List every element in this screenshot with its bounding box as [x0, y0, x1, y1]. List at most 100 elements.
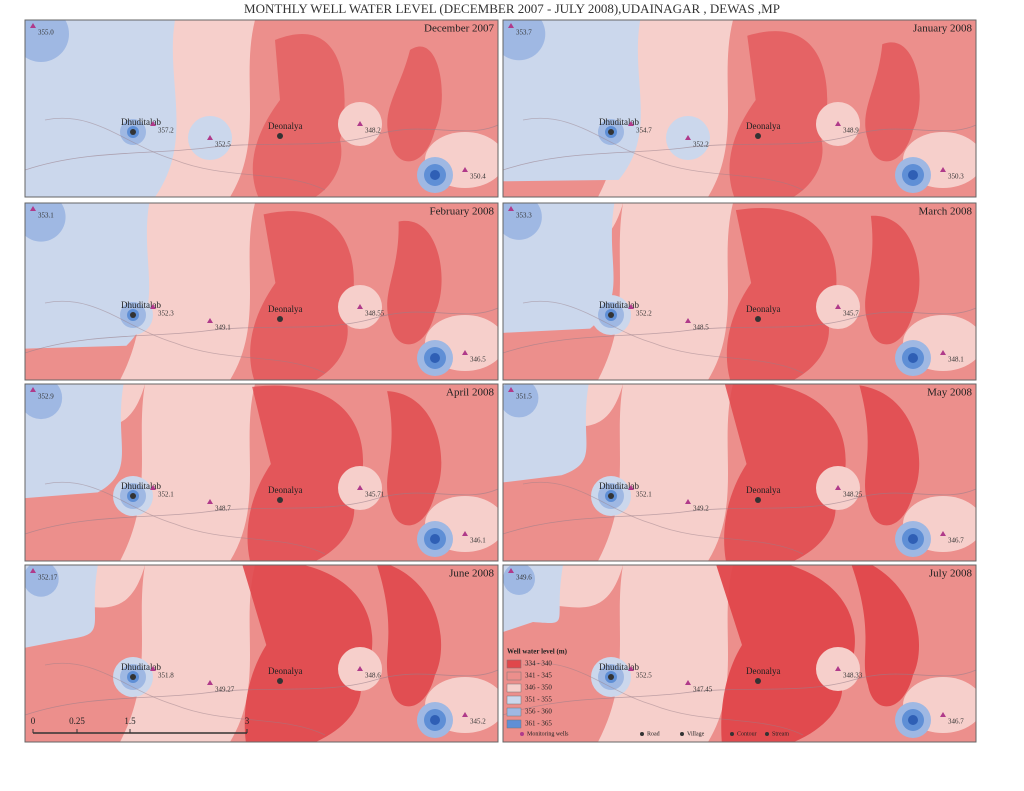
scale-label: 3 — [245, 716, 250, 726]
red-zone — [250, 211, 354, 380]
well-value: 347.45 — [693, 686, 713, 694]
blue-zone — [503, 384, 539, 418]
stream — [44, 662, 326, 736]
well-value: 345.71 — [365, 491, 385, 499]
legend-symbol-label: Village — [687, 731, 705, 737]
well-value: 346.1 — [470, 537, 486, 545]
monitoring-well — [940, 167, 946, 172]
village-label: Deonalya — [746, 121, 780, 131]
village — [277, 316, 283, 322]
monitoring-well — [835, 666, 841, 671]
stream — [25, 669, 498, 716]
well-value: 348.5 — [693, 324, 709, 332]
monitoring-well — [508, 23, 514, 28]
monitoring-well — [835, 304, 841, 309]
legend-label: 334 - 340 — [525, 660, 552, 668]
village-label: Dhuditalab — [599, 481, 639, 491]
monitoring-well — [462, 712, 468, 717]
panel-month: December 2007 — [424, 23, 494, 35]
blue-zone — [25, 20, 69, 62]
well-value: 353.1 — [38, 212, 54, 220]
well-value: 349.27 — [215, 686, 235, 694]
monitoring-well — [628, 666, 634, 671]
panel-month: February 2008 — [430, 206, 495, 218]
monitoring-well — [685, 680, 691, 685]
monitoring-well — [462, 531, 468, 536]
village — [277, 133, 283, 139]
legend-symbol — [730, 732, 734, 736]
stream — [25, 124, 498, 171]
well-value: 352.1 — [158, 491, 174, 499]
village — [277, 497, 283, 503]
well-value: 346.5 — [470, 356, 486, 364]
panel-border — [502, 564, 977, 743]
stream — [503, 307, 976, 354]
red-zone — [724, 384, 846, 561]
panel-border — [24, 19, 499, 198]
panel-border — [502, 19, 977, 198]
monitoring-well — [357, 121, 363, 126]
panel-border — [24, 564, 499, 743]
legend-label: 351 - 355 — [525, 696, 552, 704]
monitoring-well — [835, 485, 841, 490]
well-value: 352.17 — [38, 574, 58, 582]
blue-zone — [503, 203, 542, 240]
monitoring-well — [628, 485, 634, 490]
figure-title: MONTHLY WELL WATER LEVEL (DECEMBER 2007 … — [244, 1, 780, 16]
well-value: 352.1 — [636, 491, 652, 499]
well-value: 345.2 — [470, 718, 486, 726]
panel-month: June 2008 — [449, 568, 494, 580]
monitoring-well — [685, 135, 691, 140]
blue-bullseye — [908, 353, 918, 363]
well-value: 350.4 — [470, 173, 486, 181]
village — [130, 674, 136, 680]
panel-month: March 2008 — [919, 206, 973, 218]
well-value: 352.2 — [636, 310, 652, 318]
map-body: Dhuditalab Deonalya 353.7 354.7 352.2 348.9 35… — [503, 20, 976, 197]
blue-zone — [25, 203, 66, 242]
legend-swatch — [506, 683, 522, 693]
monitoring-well — [207, 680, 213, 685]
legend-symbol — [765, 732, 769, 736]
blue-zone — [503, 20, 546, 61]
panel-border — [24, 202, 499, 381]
monitoring-well — [150, 121, 156, 126]
monitoring-well — [462, 167, 468, 172]
legend-label: 356 - 360 — [525, 708, 552, 716]
legend-title: Well water level (m) — [507, 648, 568, 656]
scale-label: 1.5 — [124, 716, 136, 726]
map-body: Dhuditalab Deonalya 351.5 352.1 349.2 348.25 3… — [503, 384, 976, 561]
well-value: 353.3 — [516, 212, 532, 220]
panel-border — [502, 383, 977, 562]
blue-bullseye — [430, 534, 440, 544]
monitoring-well — [150, 666, 156, 671]
map-panel: Dhuditalab Deonalya 355.0 357.2 352.5 348.2 35… — [24, 19, 499, 198]
legend-symbol-label: Road — [647, 731, 660, 737]
legend-swatch — [506, 719, 522, 729]
map-body: Dhuditalab Deonalya 353.3 352.2 348.5 345.7 34… — [503, 203, 976, 380]
monitoring-well — [30, 206, 36, 211]
map-panel: Dhuditalab Deonalya 352.9 352.1 348.7 345.71 3… — [24, 383, 499, 562]
blue-bullseye — [430, 170, 440, 180]
well-value: 351.8 — [158, 672, 174, 680]
red-zone — [376, 565, 442, 707]
well-value: 349.2 — [693, 505, 709, 513]
stream — [25, 307, 498, 354]
red-zone — [387, 391, 442, 526]
blue-bullseye — [908, 715, 918, 725]
red-zone — [729, 31, 828, 197]
monitoring-well — [30, 23, 36, 28]
panel-border — [502, 202, 977, 381]
village-label: Dhuditalab — [121, 300, 161, 310]
well-value: 348.33 — [843, 672, 863, 680]
map-body: Dhuditalab Deonalya 352.9 352.1 348.7 345.71 3… — [25, 384, 498, 561]
stream — [522, 300, 804, 374]
village-label: Dhuditalab — [599, 117, 639, 127]
village-label: Deonalya — [268, 121, 302, 131]
legend-label: 341 - 345 — [525, 672, 552, 680]
red-zone — [387, 46, 442, 162]
blue-bullseye — [430, 715, 440, 725]
village — [277, 678, 283, 684]
map-panel: Dhuditalab Deonalya 353.7 354.7 352.2 348.9 35… — [502, 19, 977, 198]
